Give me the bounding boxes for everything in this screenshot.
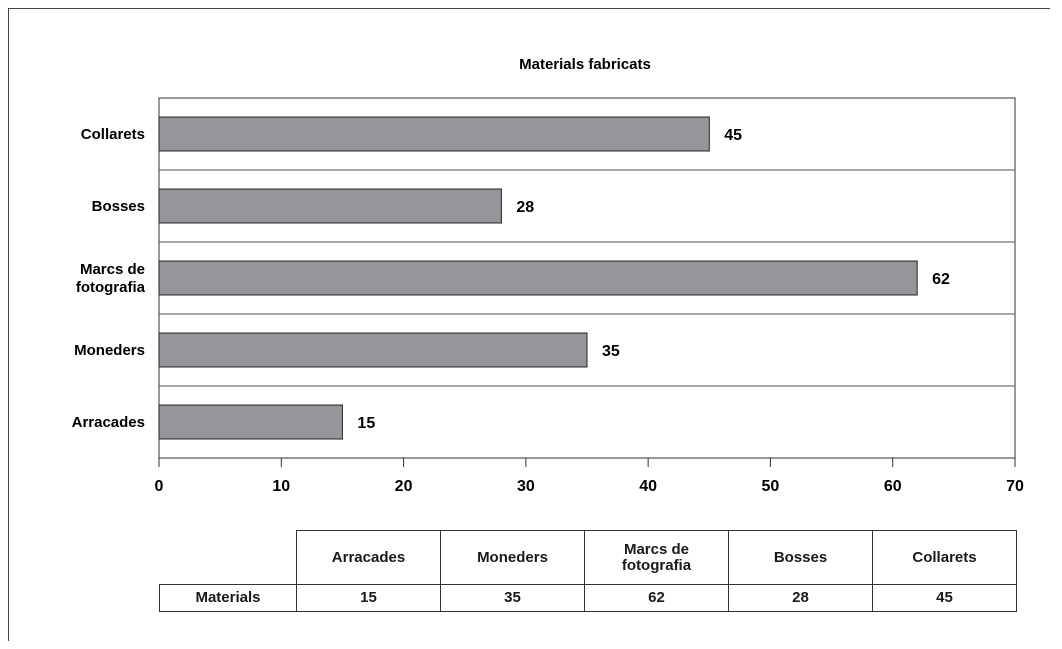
bar-marcs-de-fotografia bbox=[158, 260, 918, 296]
table-header-row: Arracades Moneders Marcs de fotografia Bosse… bbox=[159, 530, 1017, 585]
table-header-collarets: Collarets bbox=[872, 530, 1017, 585]
table-value-bosses: 28 bbox=[728, 584, 873, 612]
x-tick-label: 30 bbox=[517, 478, 535, 495]
grid-lines bbox=[159, 169, 1015, 387]
bars bbox=[158, 116, 918, 440]
figure-frame bbox=[8, 8, 1050, 641]
bar-arracades bbox=[158, 404, 343, 440]
table-value-collarets: 45 bbox=[872, 584, 1017, 612]
x-tick-label: 50 bbox=[762, 478, 780, 495]
table-header-arracades: Arracades bbox=[296, 530, 441, 585]
bar-bosses bbox=[158, 188, 502, 224]
category-label-arracades: Arracades bbox=[72, 414, 145, 431]
x-tick-label: 60 bbox=[884, 478, 902, 495]
value-label-bosses: 28 bbox=[516, 199, 534, 216]
bar-collarets bbox=[158, 116, 710, 152]
bar-moneders bbox=[158, 332, 588, 368]
x-tick-label: 40 bbox=[639, 478, 657, 495]
x-tick-label: 70 bbox=[1006, 478, 1024, 495]
x-axis: 0 10 20 30 40 50 60 70 bbox=[155, 458, 1024, 495]
category-label-moneders: Moneders bbox=[74, 342, 145, 359]
value-label-arracades: 15 bbox=[357, 415, 375, 432]
table-header-marcs-de-fotografia: Marcs de fotografia bbox=[584, 530, 729, 585]
table-value-moneders: 35 bbox=[440, 584, 585, 612]
bar-chart: Materials fabricats 45 28 62 35 15 Collarets… bbox=[72, 56, 1024, 495]
x-tick-label: 10 bbox=[272, 478, 290, 495]
data-table: Arracades Moneders Marcs de fotografia Bosse… bbox=[159, 530, 1017, 612]
category-label-collarets: Collarets bbox=[81, 126, 145, 143]
table-value-arracades: 15 bbox=[296, 584, 441, 612]
table-row-label: Materials bbox=[159, 584, 297, 612]
chart-title: Materials fabricats bbox=[519, 56, 651, 73]
value-label-collarets: 45 bbox=[724, 127, 742, 144]
table-header-bosses: Bosses bbox=[728, 530, 873, 585]
value-label-marcs-de-fotografia: 62 bbox=[932, 271, 950, 288]
value-labels: 45 28 62 35 15 bbox=[357, 127, 950, 432]
category-labels: Collarets Bosses Marcs de fotografia Moneder… bbox=[72, 126, 146, 431]
value-label-moneders: 35 bbox=[602, 343, 620, 360]
table-value-row: Materials 15 35 62 28 45 bbox=[159, 584, 1017, 612]
x-tick-label: 20 bbox=[395, 478, 413, 495]
category-label-bosses: Bosses bbox=[92, 198, 145, 215]
category-label-marcs-de-fotografia: Marcs de fotografia bbox=[76, 261, 146, 296]
x-tick-label: 0 bbox=[155, 478, 164, 495]
table-header-moneders: Moneders bbox=[440, 530, 585, 585]
table-value-marcs-de-fotografia: 62 bbox=[584, 584, 729, 612]
table-corner-cell bbox=[159, 530, 297, 585]
